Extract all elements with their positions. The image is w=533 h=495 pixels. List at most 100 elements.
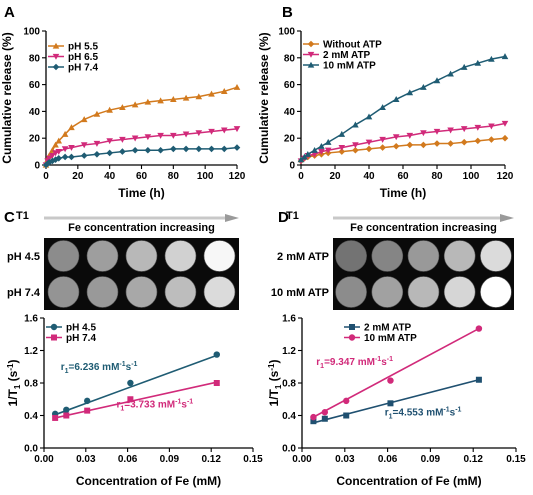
y-tick-label: 60 [284, 80, 296, 91]
annotation-part: -1 [375, 356, 381, 363]
data-point [83, 397, 91, 405]
data-point [195, 145, 203, 153]
y-tick-label: 1.6 [24, 314, 38, 325]
data-point [220, 88, 228, 94]
mri-row-label: 2 mM ATP [277, 251, 329, 263]
chart-d: 0.00 0.03 0.06 0.09 0.12 0.15 0.0 0.4 0.8 1.2 1.6 C… [267, 314, 526, 489]
data-point [310, 413, 317, 421]
y-tick-label: 0.8 [24, 379, 38, 390]
x-axis-title: Concentration of Fe (mM) [76, 474, 221, 488]
x-tick-label: 0.06 [118, 454, 138, 465]
data-point [55, 137, 63, 144]
data-point [447, 140, 454, 147]
legend-marker [307, 61, 315, 68]
y-axis-title-part: ) [6, 360, 20, 364]
y-axis-title-sup: -1 [6, 363, 15, 371]
series-10-mm-atp [297, 53, 509, 163]
annotation-part: s [181, 399, 187, 410]
data-point [433, 77, 441, 84]
y-axis-title-sub: 1 [274, 384, 283, 389]
x-tick-label: 0.06 [378, 454, 398, 465]
annotation-part: r [61, 362, 65, 373]
data-point [318, 142, 325, 149]
legend-label: pH 7.4 [68, 63, 98, 74]
x-tick-label: 0.09 [421, 454, 441, 465]
annotation-part: -1 [131, 361, 137, 368]
annotation-part: -1 [187, 398, 193, 405]
data-point [131, 146, 139, 154]
data-point [392, 142, 400, 150]
legend-marker [307, 40, 315, 48]
slope-annotation: r1=9.347 mM-1s-1 [316, 356, 393, 370]
legend-marker [307, 51, 315, 58]
data-point [379, 144, 386, 151]
series-line [45, 128, 238, 166]
data-point [144, 98, 152, 105]
phantom-well [125, 276, 158, 308]
data-point [170, 145, 177, 153]
data-point [49, 157, 56, 165]
legend-marker [349, 324, 355, 330]
y-tick-label: 0.0 [24, 444, 38, 455]
annotation-part: =4.553 mM [393, 408, 444, 419]
data-point [68, 124, 75, 131]
data-point [106, 149, 113, 157]
phantom-well [371, 276, 404, 308]
mri-panel-d: T1 Fe concentration increasing 2 mM ATP 10 … [271, 210, 514, 310]
data-point [52, 141, 59, 148]
data-point [488, 55, 495, 62]
x-axis-title: Concentration of Fe (mM) [336, 474, 481, 488]
legend-label: pH 5.5 [68, 42, 98, 53]
chart-a: 0 20 40 60 80 100 120 0 20 40 60 80 100 Time (h) Cumul… [0, 27, 246, 201]
legend-label: pH 6.5 [68, 52, 98, 63]
data-point [301, 153, 308, 160]
data-point [131, 135, 139, 142]
phantom-well [203, 240, 236, 272]
y-axis-title-part: (s [267, 370, 281, 384]
annotation-part: =6.236 mM [69, 362, 120, 373]
series-line [45, 146, 238, 166]
legend-marker [52, 63, 60, 71]
annotation-part: =3.733 mM [124, 399, 175, 410]
y-axis-title-part: ) [267, 360, 281, 364]
data-point [233, 126, 241, 133]
annotation-part: s [450, 408, 456, 419]
data-point [447, 127, 454, 134]
legend-label: Without ATP [323, 40, 382, 51]
phantom-well [86, 276, 119, 308]
data-point [195, 93, 203, 100]
data-point [392, 134, 400, 141]
x-tick-label: 0.12 [201, 454, 221, 465]
phantom-well [407, 276, 440, 308]
legend-label: 2 mM ATP [364, 323, 412, 334]
annotation-part: r [316, 357, 320, 368]
y-tick-label: 80 [284, 53, 296, 64]
data-point [233, 144, 241, 151]
data-point [63, 412, 70, 419]
phantom-well [443, 276, 476, 308]
y-axis-title: Cumulative release (%) [257, 32, 271, 163]
x-tick-label: 0 [298, 171, 304, 182]
y-tick-label: 0.4 [24, 411, 38, 422]
legend-label: 10 mM ATP [364, 333, 417, 344]
data-point [208, 145, 215, 153]
x-axis-title: Time (h) [380, 186, 426, 200]
data-point [474, 137, 482, 145]
annotation-part: 1 [65, 368, 69, 375]
data-point [195, 130, 203, 137]
data-point [420, 83, 427, 90]
data-point [233, 83, 241, 90]
x-tick-label: 40 [363, 171, 375, 182]
data-point [182, 131, 190, 138]
data-point [213, 351, 220, 358]
data-point [387, 377, 394, 384]
y-axis-title: 1/T1 (s-1) [6, 360, 22, 407]
x-tick-label: 0.12 [463, 454, 483, 465]
y-axis-title: 1/T1 (s-1) [267, 360, 283, 407]
data-point [365, 145, 373, 153]
y-tick-label: 0 [289, 161, 295, 172]
data-point [182, 94, 190, 101]
data-point [365, 113, 373, 120]
data-point [93, 110, 101, 117]
x-tick-label: 120 [229, 171, 246, 182]
